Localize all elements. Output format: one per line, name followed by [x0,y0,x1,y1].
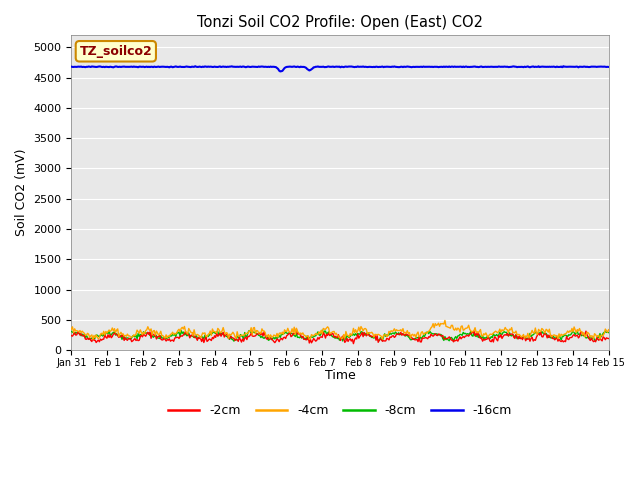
X-axis label: Time: Time [324,369,355,382]
Title: Tonzi Soil CO2 Profile: Open (East) CO2: Tonzi Soil CO2 Profile: Open (East) CO2 [197,15,483,30]
Text: TZ_soilco2: TZ_soilco2 [79,45,152,58]
Legend: -2cm, -4cm, -8cm, -16cm: -2cm, -4cm, -8cm, -16cm [163,399,517,422]
Y-axis label: Soil CO2 (mV): Soil CO2 (mV) [15,149,28,237]
